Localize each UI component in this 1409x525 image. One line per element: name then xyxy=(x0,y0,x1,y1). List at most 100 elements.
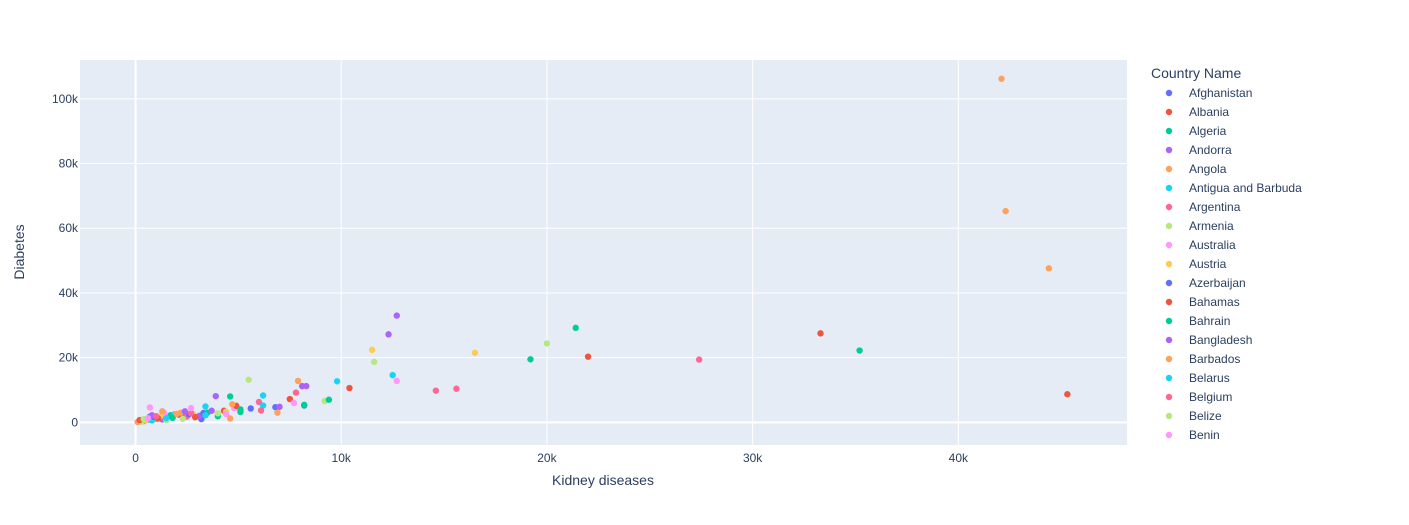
data-point[interactable] xyxy=(368,346,376,354)
data-point[interactable] xyxy=(301,401,308,409)
legend-marker xyxy=(1165,146,1173,154)
data-point[interactable] xyxy=(325,396,333,403)
plot-background xyxy=(80,60,1127,445)
data-point[interactable] xyxy=(229,401,236,408)
legend-marker xyxy=(1165,393,1173,401)
legend-item[interactable]: Azerbaijan xyxy=(1165,276,1246,290)
data-point[interactable] xyxy=(245,376,252,383)
data-point[interactable] xyxy=(163,414,170,422)
legend-label: Bangladesh xyxy=(1189,333,1252,347)
data-point[interactable] xyxy=(247,405,254,412)
legend-marker xyxy=(1165,336,1173,344)
data-point[interactable] xyxy=(152,413,160,420)
data-point[interactable] xyxy=(237,406,244,413)
legend-marker xyxy=(1165,431,1173,439)
y-axis-ticks: 0 20k 40k 60k 80k 100k xyxy=(52,92,79,430)
legend-marker xyxy=(1165,165,1173,173)
legend-item[interactable]: Armenia xyxy=(1165,219,1234,233)
data-point[interactable] xyxy=(1002,207,1009,215)
data-point[interactable] xyxy=(393,377,400,385)
data-point[interactable] xyxy=(214,410,222,417)
x-tick-label: 10k xyxy=(332,451,352,465)
legend-label: Antigua and Barbuda xyxy=(1189,181,1302,195)
legend-item[interactable]: Angola xyxy=(1165,162,1227,176)
data-point[interactable] xyxy=(471,349,479,356)
data-point[interactable] xyxy=(259,392,267,399)
data-point[interactable] xyxy=(202,403,209,410)
data-point[interactable] xyxy=(187,404,195,412)
data-point[interactable] xyxy=(1045,265,1053,272)
data-point[interactable] xyxy=(294,377,302,385)
scatter-points xyxy=(134,75,1071,426)
data-point[interactable] xyxy=(1064,391,1071,398)
data-point[interactable] xyxy=(298,382,306,390)
data-point[interactable] xyxy=(432,387,440,394)
data-point[interactable] xyxy=(385,331,392,338)
data-point[interactable] xyxy=(222,410,230,418)
data-point[interactable] xyxy=(202,412,209,419)
legend-label: Belgium xyxy=(1189,390,1232,404)
legend-item[interactable]: Bahrain xyxy=(1165,314,1231,328)
data-point[interactable] xyxy=(179,415,187,422)
data-point[interactable] xyxy=(257,407,265,414)
data-point[interactable] xyxy=(191,413,199,421)
legend-item[interactable]: Belarus xyxy=(1165,371,1230,385)
legend-item[interactable]: Australia xyxy=(1165,238,1236,252)
data-point[interactable] xyxy=(187,410,195,417)
data-point[interactable] xyxy=(817,330,824,337)
data-point[interactable] xyxy=(998,75,1005,82)
legend-label: Bahamas xyxy=(1189,295,1240,309)
legend-item[interactable]: Bahamas xyxy=(1165,295,1240,309)
data-point[interactable] xyxy=(346,384,353,392)
data-point[interactable] xyxy=(543,340,551,347)
data-point[interactable] xyxy=(146,404,154,411)
data-point[interactable] xyxy=(169,414,176,422)
data-point[interactable] xyxy=(695,356,703,363)
data-point[interactable] xyxy=(212,392,219,400)
data-point[interactable] xyxy=(276,403,283,411)
data-point[interactable] xyxy=(226,393,234,400)
data-point[interactable] xyxy=(572,324,579,332)
data-point[interactable] xyxy=(259,402,267,409)
legend-item[interactable]: Afghanistan xyxy=(1165,86,1253,100)
data-point[interactable] xyxy=(389,371,396,379)
legend-marker xyxy=(1165,355,1173,363)
legend-label: Belize xyxy=(1189,409,1222,423)
legend-item[interactable]: Antigua and Barbuda xyxy=(1165,181,1302,195)
legend-item[interactable]: Belize xyxy=(1165,409,1222,423)
data-point[interactable] xyxy=(333,378,341,385)
data-point[interactable] xyxy=(159,408,166,415)
legend-item[interactable]: Andorra xyxy=(1165,143,1232,157)
data-point[interactable] xyxy=(527,356,534,363)
data-point[interactable] xyxy=(208,407,215,414)
data-point[interactable] xyxy=(290,399,298,407)
series-points xyxy=(152,407,265,420)
data-point[interactable] xyxy=(181,408,189,415)
data-point[interactable] xyxy=(292,389,300,396)
legend-item[interactable]: Austria xyxy=(1165,257,1227,271)
legend-item[interactable]: Albania xyxy=(1165,105,1230,119)
legend-label: Armenia xyxy=(1189,219,1234,233)
legend-item[interactable]: Belgium xyxy=(1165,390,1233,404)
data-point[interactable] xyxy=(370,358,378,366)
legend-item[interactable]: Argentina xyxy=(1165,200,1241,214)
legend-item[interactable]: Algeria xyxy=(1165,124,1227,138)
legend-label: Andorra xyxy=(1189,143,1232,157)
data-point[interactable] xyxy=(144,414,152,422)
legend-marker xyxy=(1165,279,1173,287)
data-point[interactable] xyxy=(856,347,863,354)
data-point[interactable] xyxy=(173,410,180,418)
data-point[interactable] xyxy=(226,415,234,422)
legend-item[interactable]: Benin xyxy=(1165,428,1220,442)
data-point[interactable] xyxy=(393,312,400,319)
legend-item[interactable]: Barbados xyxy=(1165,352,1241,366)
data-point[interactable] xyxy=(453,385,460,392)
data-point[interactable] xyxy=(274,409,281,416)
data-point[interactable] xyxy=(286,395,294,403)
legend-item[interactable]: Bangladesh xyxy=(1165,333,1253,347)
legend-label: Azerbaijan xyxy=(1189,276,1246,290)
legend-marker xyxy=(1165,184,1173,192)
data-point[interactable] xyxy=(584,353,592,360)
x-axis-ticks: 0 10k 20k 30k 40k xyxy=(132,451,969,465)
